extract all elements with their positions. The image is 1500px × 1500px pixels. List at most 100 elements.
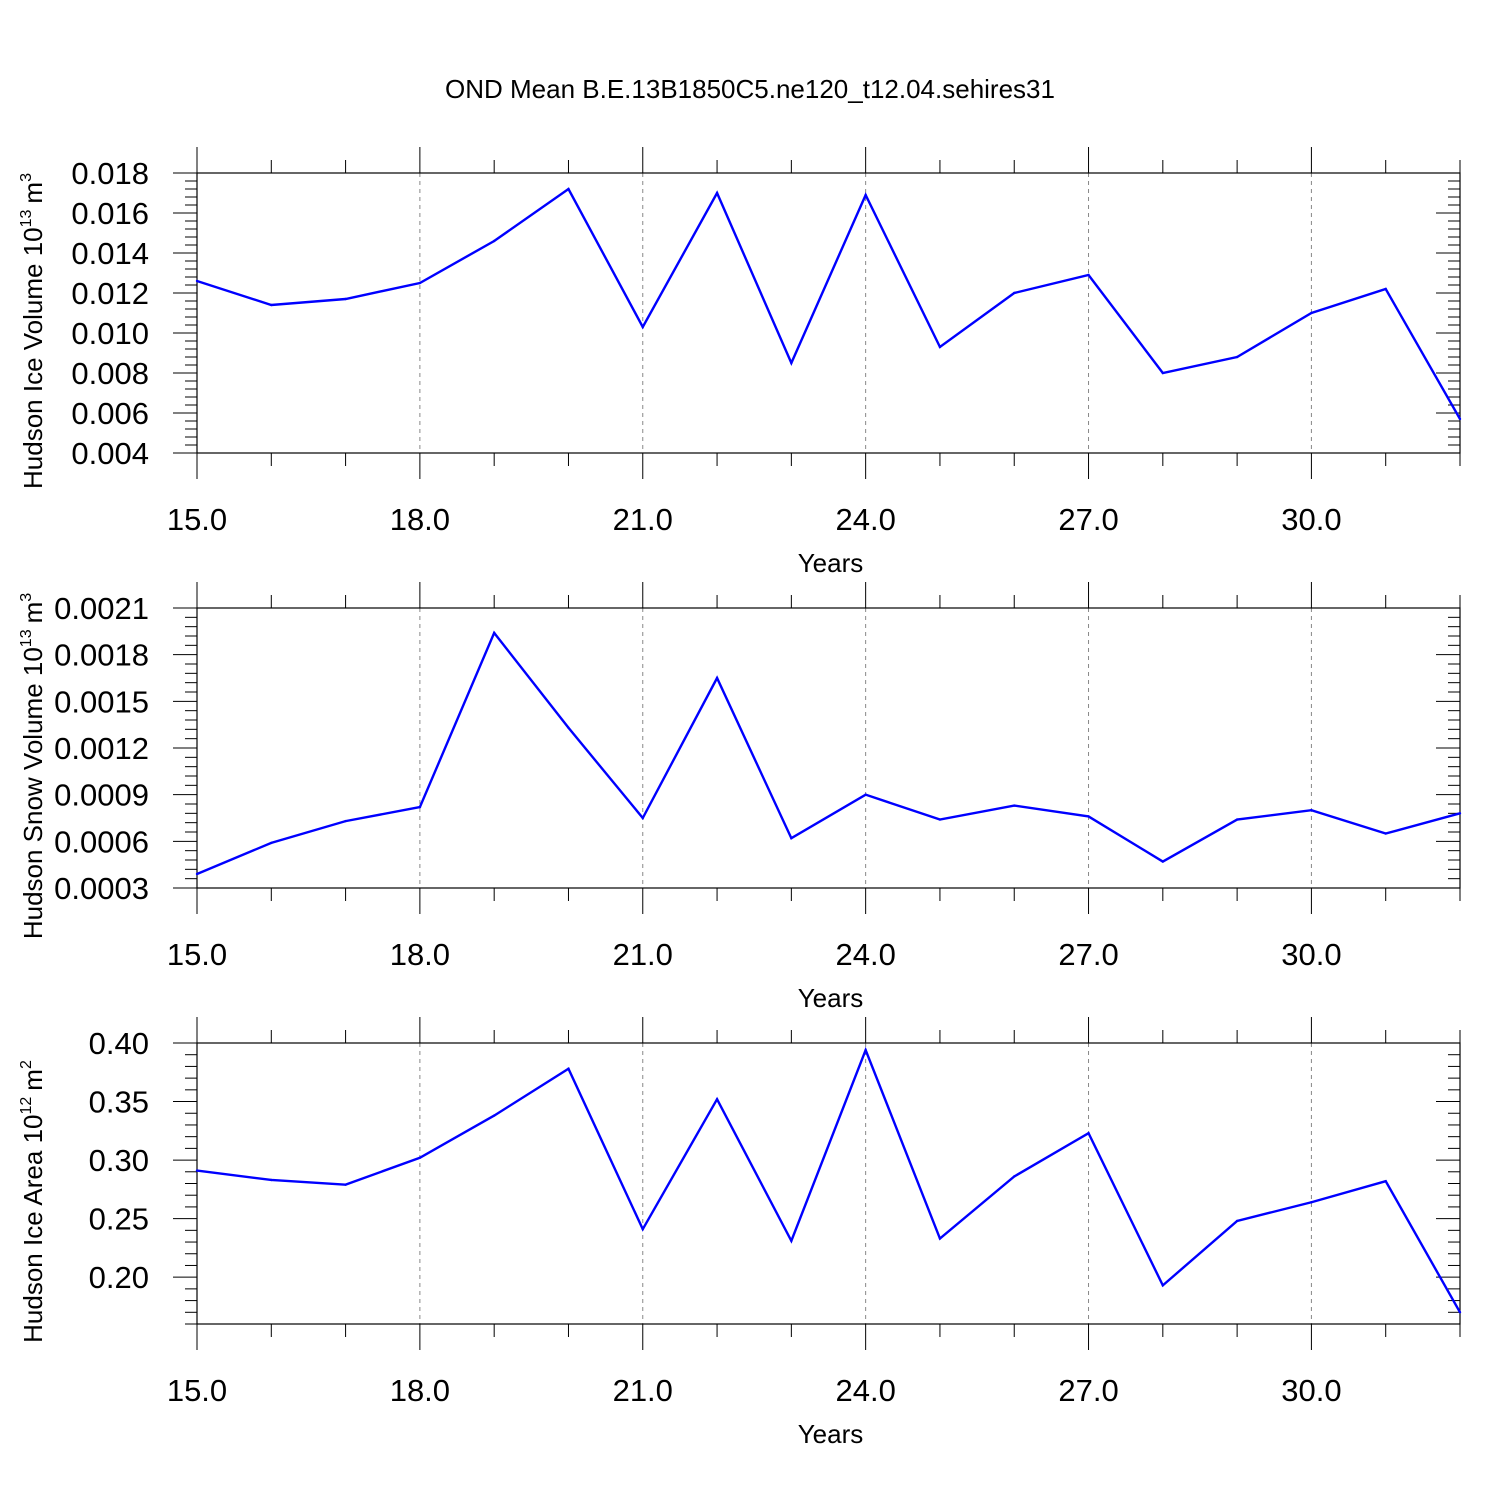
x-tick-label: 21.0 <box>613 937 673 972</box>
y-axis-label-text: m <box>18 182 48 204</box>
y-tick-label: 0.35 <box>89 1085 149 1120</box>
x-tick-label: 18.0 <box>390 937 450 972</box>
data-point <box>567 187 570 191</box>
x-tick-label: 24.0 <box>835 937 895 972</box>
series-line <box>196 630 1461 876</box>
data-point <box>195 1169 199 1172</box>
chart-title: OND Mean B.E.13B1850C5.ne120_t12.04.sehi… <box>445 74 1055 104</box>
y-axis-label-exponent: 3 <box>18 173 35 182</box>
data-point <box>1087 815 1090 818</box>
data-point <box>1235 1219 1239 1223</box>
series-line <box>196 1046 1462 1313</box>
x-tick-label: 15.0 <box>167 502 227 537</box>
x-tick-label: 30.0 <box>1281 502 1341 537</box>
data-point <box>492 239 496 243</box>
data-point <box>790 1239 793 1243</box>
data-point <box>344 297 347 301</box>
x-axis-label: Years <box>798 548 864 578</box>
chart-panel-3: 0.20 0.25 0.30 0.35 0.40 15.0 18.0 21.0 24.0 27.0… <box>18 1017 1462 1449</box>
x-tick-label: 15.0 <box>167 937 227 972</box>
data-point <box>864 1048 867 1052</box>
data-point <box>1013 291 1016 295</box>
y-axis-label-exponent: 13 <box>18 629 35 647</box>
data-point <box>270 1178 273 1182</box>
data-point <box>1458 1311 1462 1314</box>
x-axis-label: Years <box>798 1419 864 1449</box>
y-tick-label: 0.008 <box>71 356 149 391</box>
y-tick-label: 0.0009 <box>54 778 149 813</box>
x-tick-label: 18.0 <box>390 502 450 537</box>
y-axis-label-text: Hudson Ice Volume 10 <box>18 227 48 489</box>
data-point <box>1161 371 1165 375</box>
y-tick-label: 0.010 <box>71 316 149 351</box>
y-axis-label: Hudson Ice Area 1012 m2 <box>18 1060 48 1343</box>
data-point <box>641 325 644 329</box>
data-point <box>1087 273 1090 277</box>
y-tick-label: 0.30 <box>89 1143 149 1178</box>
x-tick-label: 24.0 <box>835 502 895 537</box>
x-tick-label: 18.0 <box>390 1373 450 1408</box>
data-point <box>492 631 496 635</box>
y-tick-label: 0.0006 <box>54 824 149 859</box>
data-point <box>790 361 793 365</box>
data-point <box>418 1156 422 1159</box>
y-tick-label: 0.0018 <box>54 638 149 673</box>
data-point <box>1458 812 1462 815</box>
y-tick-label: 0.004 <box>71 436 149 471</box>
y-tick-label: 0.0003 <box>54 871 149 906</box>
chart-panel-1: 0.004 0.006 0.008 0.010 0.012 0.014 0.016 0.018… <box>18 147 1462 578</box>
y-axis-label-exponent: 13 <box>18 209 35 227</box>
y-tick-label: 0.20 <box>89 1260 149 1295</box>
data-point <box>567 726 570 729</box>
data-point <box>418 281 422 285</box>
data-point <box>1235 355 1239 359</box>
y-tick-label: 0.016 <box>71 196 149 231</box>
data-point <box>938 1237 942 1240</box>
data-point <box>864 793 867 796</box>
data-point <box>195 279 199 283</box>
data-point <box>1310 809 1313 812</box>
y-tick-label: 0.014 <box>71 236 149 271</box>
data-point <box>1384 287 1387 291</box>
y-tick-label: 0.40 <box>89 1026 149 1061</box>
y-axis-label-exponent: 12 <box>18 1097 35 1115</box>
data-point <box>567 1067 570 1070</box>
data-point <box>344 1183 347 1186</box>
x-tick-label: 21.0 <box>613 502 673 537</box>
data-point <box>492 1114 496 1117</box>
x-tick-label: 15.0 <box>167 1373 227 1408</box>
x-tick-label: 30.0 <box>1281 937 1341 972</box>
y-axis-label-text: m <box>18 602 48 624</box>
x-tick-label: 27.0 <box>1058 502 1118 537</box>
y-axis-label-text: m <box>18 1069 48 1091</box>
data-point <box>1384 1179 1387 1183</box>
x-tick-label: 27.0 <box>1058 1373 1118 1408</box>
x-tick-label: 30.0 <box>1281 1373 1341 1408</box>
y-axis-label-text: Hudson Snow Volume 10 <box>18 647 48 939</box>
data-point <box>1013 1175 1016 1178</box>
plot-frame <box>196 172 1461 454</box>
data-point <box>1235 818 1239 821</box>
data-point <box>790 837 793 840</box>
data-point <box>418 805 422 809</box>
y-axis-label: Hudson Snow Volume 1013 m3 <box>18 593 48 939</box>
y-axis-label: Hudson Ice Volume 1013 m3 <box>18 173 48 489</box>
data-point <box>344 819 347 823</box>
y-tick-label: 0.0021 <box>54 591 149 626</box>
data-point <box>715 676 719 680</box>
x-tick-label: 24.0 <box>835 1373 895 1408</box>
x-axis-label: Years <box>798 983 864 1013</box>
x-tick-label: 21.0 <box>613 1373 673 1408</box>
y-tick-label: 0.018 <box>71 156 149 191</box>
data-point <box>641 816 644 820</box>
data-point <box>715 1098 719 1101</box>
y-axis-label-exponent: 3 <box>18 593 35 602</box>
data-point <box>1310 311 1313 315</box>
data-point <box>641 1227 644 1231</box>
data-point <box>864 193 867 197</box>
x-tick-label: 27.0 <box>1058 937 1118 972</box>
data-point <box>1161 1284 1165 1287</box>
data-point <box>270 841 273 845</box>
y-tick-label: 0.0012 <box>54 731 149 766</box>
